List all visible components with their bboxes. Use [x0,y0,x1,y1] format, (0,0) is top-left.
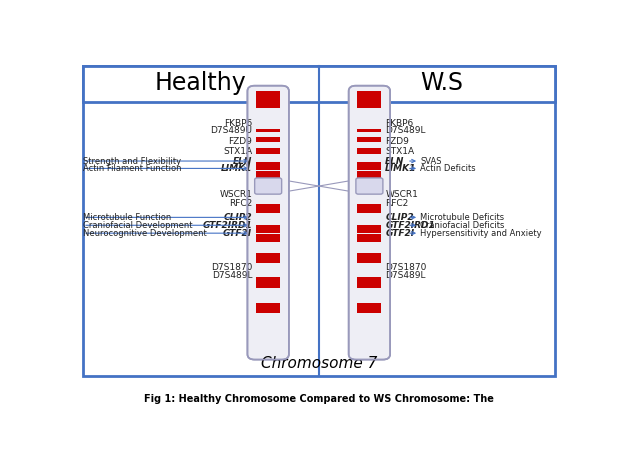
Bar [256,204,281,213]
Text: GTF2IRD1: GTF2IRD1 [385,221,435,230]
Bar [357,235,381,243]
Text: Fig 1: Healthy Chromosome Compared to WS Chromosome: The: Fig 1: Healthy Chromosome Compared to WS… [144,394,494,404]
Text: FKBP6: FKBP6 [385,119,414,128]
Text: Actin Filament Function: Actin Filament Function [83,164,181,173]
Text: Microtubule Deficits: Microtubule Deficits [420,213,504,222]
Text: D7S489L: D7S489L [385,271,426,280]
Text: GTF2I: GTF2I [385,229,414,237]
Text: D7S489L: D7S489L [211,271,253,280]
Bar [256,137,281,141]
Text: FZD9: FZD9 [385,137,409,146]
FancyBboxPatch shape [254,178,282,194]
Text: CLIP2: CLIP2 [385,213,414,222]
Text: D7S1870: D7S1870 [385,263,427,272]
Bar [83,66,555,102]
Text: WSCR1: WSCR1 [385,190,418,200]
Text: Hypersensitivity and Anxiety: Hypersensitivity and Anxiety [420,229,542,237]
Text: STX1A: STX1A [385,146,414,156]
Text: CLIP2: CLIP2 [224,213,253,222]
Bar [357,148,381,154]
Text: STX1A: STX1A [223,146,253,156]
Text: Healthy: Healthy [155,71,246,95]
Text: ELN: ELN [385,157,405,165]
Bar [256,254,281,263]
FancyBboxPatch shape [356,178,383,194]
Text: GTF2I: GTF2I [223,229,253,237]
Bar [357,254,381,263]
Text: Strength and Flexibility: Strength and Flexibility [83,157,181,165]
Text: Chromosome 7: Chromosome 7 [261,356,377,371]
Bar [256,91,281,108]
Bar [256,148,281,154]
Bar [256,277,281,288]
Text: W.S: W.S [420,71,463,95]
Bar [256,235,281,243]
Text: D7S489U: D7S489U [210,126,253,135]
Text: Craniofacial Deficits: Craniofacial Deficits [420,221,504,230]
Text: Neurocognitive Development: Neurocognitive Development [83,229,207,237]
Bar [357,91,381,108]
Text: FKBP6: FKBP6 [224,119,253,128]
Bar [357,162,381,170]
Bar [357,128,381,132]
Bar [256,225,281,233]
Text: D7S489L: D7S489L [385,126,426,135]
Bar [357,277,381,288]
Text: Microtubule Function: Microtubule Function [83,213,171,222]
Text: Actin Deficits: Actin Deficits [420,164,476,173]
Text: GTF2IRD1: GTF2IRD1 [203,221,253,230]
Text: ELN: ELN [233,157,253,165]
Bar [256,171,281,179]
Bar [256,304,281,313]
FancyBboxPatch shape [349,85,390,359]
FancyBboxPatch shape [248,85,289,359]
Text: WSCR1: WSCR1 [220,190,253,200]
Bar [256,128,281,132]
Text: SVAS: SVAS [420,157,442,165]
Bar [357,204,381,213]
Text: RFC2: RFC2 [385,199,409,208]
Bar [357,225,381,233]
Text: LIMK1: LIMK1 [221,164,253,173]
Text: D7S1870: D7S1870 [211,263,253,272]
Text: FZD9: FZD9 [228,137,253,146]
Bar [83,66,555,376]
Text: RFC2: RFC2 [229,199,253,208]
Bar [357,304,381,313]
Bar [357,137,381,141]
Bar [256,162,281,170]
Bar [357,171,381,179]
Text: LIMK1: LIMK1 [385,164,417,173]
Text: Craniofacial Development: Craniofacial Development [83,221,192,230]
